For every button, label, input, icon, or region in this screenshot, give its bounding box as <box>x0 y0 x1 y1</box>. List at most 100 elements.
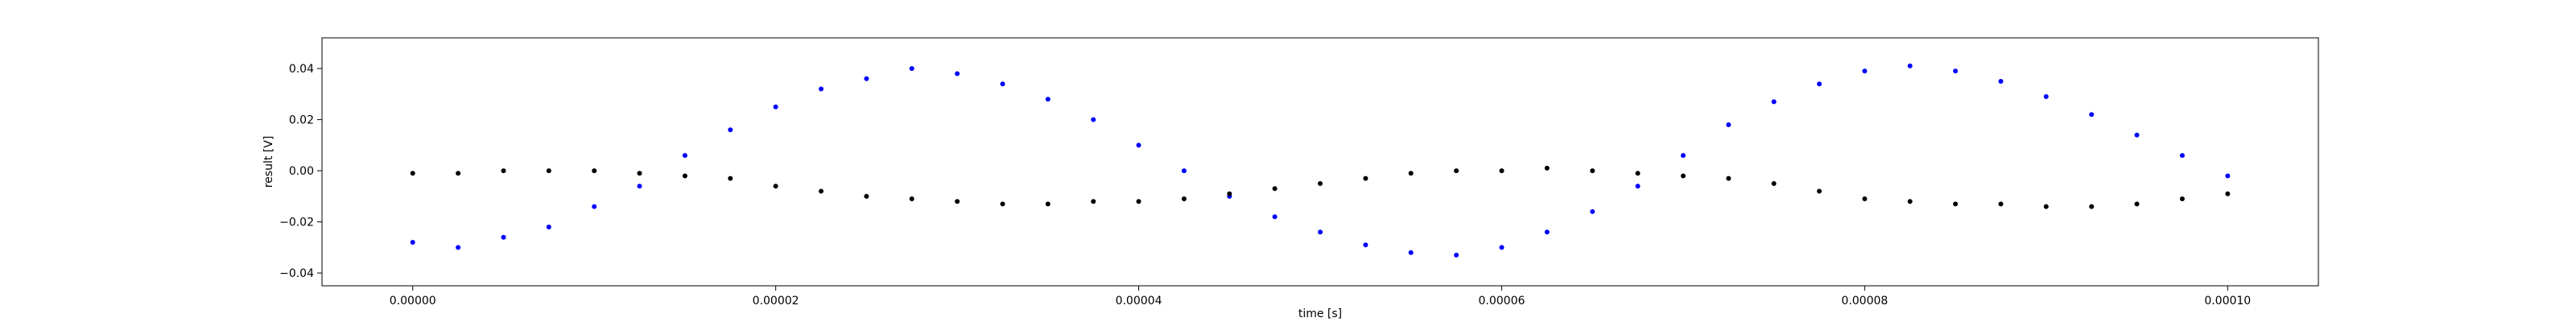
series-1-point-25 <box>1499 245 1505 250</box>
series-1-point-27 <box>1590 208 1596 214</box>
series-2-point-30 <box>1726 175 1732 181</box>
series-1-point-2 <box>456 245 461 250</box>
series-2-point-37 <box>2043 204 2049 209</box>
series-2-point-13 <box>955 199 960 204</box>
series-1-point-37 <box>2043 94 2049 99</box>
series-2-point-31 <box>1771 181 1777 186</box>
series-2-point-15 <box>1045 201 1051 207</box>
series-1-point-1 <box>410 240 415 245</box>
y-tick-label: −0.04 <box>279 267 314 280</box>
series-1-point-23 <box>1408 250 1414 255</box>
series-2-point-27 <box>1590 168 1596 174</box>
series-2-point-29 <box>1680 173 1686 179</box>
series-2-point-32 <box>1817 188 1822 194</box>
y-axis-ticks: −0.04 −0.02 0.00 0.02 0.04 <box>279 63 322 280</box>
series-1-point-36 <box>1998 79 2004 84</box>
series-1-point-39 <box>2134 132 2140 138</box>
y-tick-label: 0.04 <box>289 63 314 76</box>
series-2-point-16 <box>1091 199 1096 204</box>
series-1-point-13 <box>955 71 960 76</box>
series-2-point-28 <box>1635 171 1641 176</box>
plot-series <box>410 63 2231 258</box>
series-2-point-14 <box>1000 201 1005 207</box>
series-1-point-35 <box>1953 68 1959 74</box>
series-1-point-32 <box>1817 81 1822 87</box>
x-axis-label: time [s] <box>1298 308 1342 320</box>
series-1-point-33 <box>1862 68 1868 74</box>
series-2-point-22 <box>1363 175 1368 181</box>
series-2-point-36 <box>1998 201 2004 207</box>
series-2-point-35 <box>1953 201 1959 207</box>
series-1-point-16 <box>1091 117 1096 122</box>
series-1-point-26 <box>1544 229 1550 235</box>
series-2-point-17 <box>1136 199 1141 204</box>
series-1-point-41 <box>2225 173 2231 179</box>
series-2-point-9 <box>773 184 778 189</box>
series-2-point-20 <box>1272 186 1278 192</box>
x-tick-label: 0.00006 <box>1479 295 1525 308</box>
y-axis-label: result [V] <box>262 136 275 188</box>
series-2-point-25 <box>1499 168 1505 174</box>
series-1-point-4 <box>546 225 551 229</box>
series-1-point-34 <box>1907 63 1913 68</box>
series-1-point-5 <box>592 204 597 209</box>
plot-frame <box>321 37 2319 287</box>
series-1-point-3 <box>501 234 506 240</box>
series-2 <box>410 165 2231 209</box>
x-tick-label: 0.00000 <box>390 295 436 308</box>
series-1-point-6 <box>637 184 642 189</box>
series-1-point-38 <box>2089 112 2095 118</box>
series-1-point-10 <box>819 86 824 92</box>
x-tick-label: 0.00008 <box>1841 295 1888 308</box>
y-tick-label: 0.00 <box>289 165 314 178</box>
series-1-point-18 <box>1181 168 1187 174</box>
series-2-point-41 <box>2225 191 2231 196</box>
x-axis-ticks: 0.00000 0.00002 0.00004 0.00006 0.00008 0.000… <box>390 286 2251 308</box>
series-1-point-22 <box>1363 242 1368 248</box>
series-1-point-40 <box>2179 153 2185 159</box>
series-2-point-21 <box>1318 181 1323 186</box>
series-2-point-40 <box>2179 196 2185 201</box>
series-2-point-26 <box>1544 165 1550 171</box>
series-1-point-14 <box>1000 81 1005 87</box>
series-2-point-5 <box>592 168 597 174</box>
series-1-point-11 <box>864 76 869 81</box>
series-2-point-19 <box>1227 191 1232 196</box>
series-2-point-7 <box>682 173 687 179</box>
series-2-point-23 <box>1408 171 1414 176</box>
series-2-point-3 <box>501 168 506 174</box>
series-2-point-6 <box>637 171 642 176</box>
series-1-point-8 <box>728 127 733 133</box>
series-1-point-21 <box>1318 229 1323 235</box>
series-1-point-30 <box>1726 122 1732 127</box>
series-1-point-12 <box>909 66 914 72</box>
series-2-point-34 <box>1907 199 1913 204</box>
series-1-point-15 <box>1045 97 1051 102</box>
series-1-point-17 <box>1136 142 1141 148</box>
series-1-point-7 <box>682 153 687 159</box>
series-1-point-9 <box>773 104 778 109</box>
series-2-point-39 <box>2134 201 2140 207</box>
series-2-point-4 <box>546 168 551 174</box>
series-2-point-38 <box>2089 204 2095 209</box>
y-tick-label: 0.02 <box>289 114 314 127</box>
x-tick-label: 0.00004 <box>1116 295 1162 308</box>
x-tick-label: 0.00002 <box>753 295 799 308</box>
series-2-point-12 <box>909 196 914 201</box>
y-tick-label: −0.02 <box>279 217 314 229</box>
x-tick-label: 0.00010 <box>2204 295 2251 308</box>
series-1 <box>410 63 2231 258</box>
series-1-point-29 <box>1680 153 1686 159</box>
series-2-point-24 <box>1454 168 1459 174</box>
series-2-point-2 <box>456 171 461 176</box>
series-2-point-18 <box>1181 196 1187 201</box>
series-1-point-28 <box>1635 184 1641 189</box>
series-2-point-10 <box>819 188 824 194</box>
series-1-point-31 <box>1771 99 1777 105</box>
series-1-point-24 <box>1454 252 1459 258</box>
series-1-point-20 <box>1272 214 1278 220</box>
series-2-point-8 <box>728 175 733 181</box>
series-2-point-1 <box>410 171 415 176</box>
